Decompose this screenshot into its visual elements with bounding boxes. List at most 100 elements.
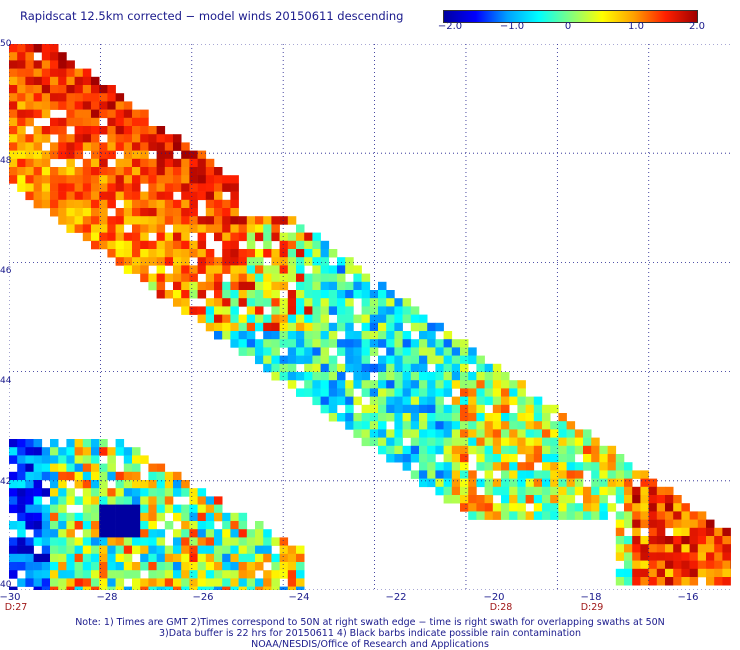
wind-cell xyxy=(484,372,494,381)
wind-cell xyxy=(148,281,157,291)
wind-cell xyxy=(361,380,371,389)
wind-cell xyxy=(74,142,84,151)
wind-cell xyxy=(468,347,477,356)
wind-cell xyxy=(451,486,461,496)
wind-cell xyxy=(33,537,43,546)
wind-cell xyxy=(304,372,313,381)
wind-cell xyxy=(164,553,174,563)
wind-cell xyxy=(156,167,166,176)
wind-cell xyxy=(296,570,305,579)
wind-cell xyxy=(419,421,428,430)
wind-cell xyxy=(205,529,215,538)
wind-cell xyxy=(173,570,182,579)
wind-cell xyxy=(648,503,658,512)
wind-cell xyxy=(148,512,157,522)
wind-cell xyxy=(533,421,543,430)
wind-cell xyxy=(173,175,182,184)
wind-cell xyxy=(279,314,289,324)
wind-cell xyxy=(533,511,543,520)
wind-cell xyxy=(394,437,403,447)
wind-cell xyxy=(91,439,100,448)
wind-cell xyxy=(205,273,215,283)
wind-cell xyxy=(173,529,182,538)
wind-cell xyxy=(312,372,321,381)
wind-cell xyxy=(353,273,362,283)
wind-cell xyxy=(525,486,535,496)
wind-cell xyxy=(205,199,215,209)
wind-cell xyxy=(9,93,18,102)
wind-cell xyxy=(189,216,198,225)
wind-cell xyxy=(296,265,305,274)
wind-cell xyxy=(33,183,43,192)
wind-cell xyxy=(509,421,518,430)
wind-cell xyxy=(189,488,198,497)
wind-cell xyxy=(410,445,420,455)
time-label: D:28 xyxy=(489,602,513,613)
wind-cell xyxy=(197,191,207,201)
wind-cell xyxy=(222,208,231,217)
wind-cell xyxy=(255,521,264,530)
wind-cell xyxy=(624,560,633,570)
wind-cell xyxy=(173,290,182,299)
wind-cell xyxy=(17,68,26,78)
wind-cell xyxy=(484,511,494,520)
wind-cell xyxy=(386,363,395,373)
wind-cell xyxy=(156,158,166,168)
wind-cell xyxy=(361,388,371,397)
wind-cell xyxy=(214,545,223,555)
wind-cell xyxy=(271,586,280,590)
wind-cell xyxy=(460,437,469,447)
wind-cell xyxy=(189,496,198,505)
wind-cell xyxy=(591,503,600,512)
wind-cell xyxy=(566,445,576,455)
wind-cell xyxy=(320,331,330,340)
wind-cell xyxy=(214,504,223,514)
wind-cell xyxy=(115,240,125,250)
wind-cell xyxy=(476,388,485,397)
wind-cell xyxy=(312,396,321,406)
wind-cell xyxy=(181,273,190,283)
wind-cell xyxy=(378,322,387,332)
wind-cell xyxy=(706,544,715,553)
wind-cell xyxy=(681,568,690,578)
wind-cell xyxy=(41,150,51,160)
wind-cell xyxy=(173,224,182,233)
wind-cell xyxy=(99,109,108,119)
wind-cell xyxy=(91,142,100,151)
wind-cell xyxy=(435,486,444,496)
wind-cell xyxy=(271,224,280,233)
wind-cell xyxy=(91,496,100,505)
wind-cell xyxy=(238,249,248,258)
wind-cell xyxy=(107,126,116,135)
wind-cell xyxy=(369,380,379,389)
wind-cell xyxy=(173,265,182,274)
wind-cell xyxy=(58,76,67,86)
wind-cell xyxy=(123,570,133,579)
wind-cell xyxy=(99,232,108,242)
wind-cell xyxy=(542,454,551,463)
wind-cell xyxy=(189,306,198,315)
wind-cell xyxy=(558,462,567,471)
wind-cell xyxy=(164,273,174,283)
wind-cell xyxy=(214,232,223,242)
wind-cell xyxy=(197,183,207,192)
wind-cell xyxy=(320,404,330,414)
wind-cell xyxy=(9,488,18,497)
wind-cell xyxy=(542,478,551,488)
wind-cell xyxy=(156,504,166,514)
wind-cell xyxy=(107,521,116,530)
wind-cell xyxy=(181,224,190,233)
wind-cell xyxy=(140,512,149,522)
wind-cell xyxy=(681,527,690,537)
wind-cell xyxy=(337,380,346,389)
wind-cell xyxy=(50,93,59,102)
wind-cell xyxy=(304,273,313,283)
wind-cell xyxy=(156,216,166,225)
wind-cell xyxy=(296,347,305,356)
wind-cell xyxy=(230,183,239,192)
wind-cell xyxy=(246,290,256,299)
wind-cell xyxy=(706,519,715,529)
wind-cell xyxy=(132,265,141,274)
wind-cell xyxy=(484,503,494,512)
wind-cell xyxy=(123,109,133,119)
